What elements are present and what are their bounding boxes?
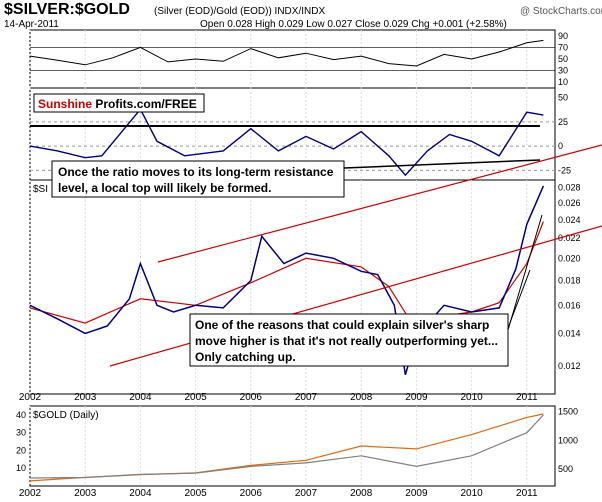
momentum-layer: 50 25 0 -25 [29, 93, 571, 177]
year-tick-label: 2008 [350, 488, 373, 499]
price-tick-label: 0.018 [558, 275, 581, 285]
year-tick-label: 2010 [460, 488, 483, 499]
momentum-tick-label: -25 [558, 165, 571, 175]
rsi-tick-label: 50 [558, 54, 568, 64]
year-tick-label: 2004 [129, 392, 152, 403]
price-tick-label: 0.016 [558, 300, 581, 310]
price-tick-label: 0.026 [558, 198, 581, 208]
year-tick-label: 2003 [74, 392, 97, 403]
ohlc-readout: Open 0.028 High 0.029 Low 0.027 Close 0.… [200, 19, 507, 30]
price-panel-label: $SI [33, 184, 48, 195]
bottom-annotation-line-2: move higher is that it's not really outp… [195, 334, 498, 348]
year-tick-label: 2004 [129, 488, 152, 499]
gold-left-tick-label: 10 [16, 463, 26, 473]
year-tick-label: 2008 [350, 392, 373, 403]
year-tick-label: 2007 [295, 392, 318, 403]
year-tick-label: 2010 [460, 392, 483, 403]
year-tick-label: 2005 [184, 392, 207, 403]
rsi-panel [29, 29, 556, 89]
axis-labels: 2002 2002 2003 2003 2004 2004 2005 2005 2006 2006… [19, 392, 538, 499]
year-tick-label: 2011 [516, 392, 538, 403]
rsi-series-line [29, 39, 544, 67]
price-tick-label: 0.020 [558, 253, 581, 263]
price-tick-label: 0.022 [558, 233, 581, 243]
rsi-tick-label: 90 [558, 31, 568, 41]
year-tick-label: 2009 [405, 392, 428, 403]
gold-right-tick-label: 1000 [558, 435, 578, 445]
rsi-tick-label: 70 [558, 42, 568, 52]
year-tick-label: 2007 [295, 488, 318, 499]
rsi-tick-label: 10 [558, 77, 568, 87]
upper-channel-line [157, 144, 602, 263]
top-annotation-box [51, 160, 345, 198]
watermark-box [33, 93, 205, 113]
bottom-annotation-box [189, 313, 509, 367]
price-tick-label: 0.028 [558, 182, 581, 192]
copyright: @ StockCharts.com [520, 6, 602, 17]
price-layer: 0.028 0.026 0.024 0.022 0.020 0.018 0.016 0.014… [29, 182, 581, 376]
chart-date: 14-Apr-2011 [4, 19, 59, 30]
resistance-connector [343, 159, 541, 169]
price-ratio-line [29, 185, 545, 376]
top-annotation-line-1: Once the ratio moves to its long-term re… [58, 165, 334, 179]
momentum-series-line [29, 108, 544, 177]
gold-left-tick-label: 40 [16, 410, 26, 420]
gold-panel-label: $GOLD (Daily) [33, 410, 99, 421]
year-tick-label: 2003 [74, 488, 97, 499]
symbol-title: $SILVER:$GOLD [4, 1, 130, 18]
bottom-annotation-line-3: Only catching up. [195, 350, 296, 364]
symbol-description: (Silver (EOD)/Gold (EOD)) INDX/INDX [154, 6, 325, 17]
gold-left-tick-label: 30 [16, 428, 26, 438]
top-annotation-line-2: level, a local top will likely be formed… [58, 181, 271, 195]
momentum-tick-label: 0 [558, 141, 563, 151]
gold-panel [29, 405, 556, 487]
gold-left-tick-label: 20 [16, 445, 26, 455]
year-tick-label: 2005 [184, 488, 207, 499]
year-tick-label: 2011 [516, 488, 538, 499]
year-tick-label: 2006 [240, 392, 263, 403]
rsi-tick-label: 30 [558, 66, 568, 76]
price-tick-label: 0.012 [558, 361, 581, 371]
momentum-tick-label: 25 [558, 117, 568, 127]
price-moving-average [29, 221, 544, 332]
year-tick-label: 2009 [405, 488, 428, 499]
price-tick-label: 0.024 [558, 215, 581, 225]
year-tick-label: 2002 [19, 488, 42, 499]
momentum-tick-label: 50 [558, 93, 568, 103]
year-tick-label: 2002 [19, 392, 42, 403]
gold-right-tick-label: 500 [558, 464, 573, 474]
gold-layer: 1500 1000 500 40 30 20 10 [16, 407, 578, 482]
gold-right-tick-label: 1500 [558, 407, 578, 417]
price-tick-label: 0.014 [558, 328, 581, 338]
silver-price-line [29, 414, 544, 479]
bottom-annotation-line-1: One of the reasons that could explain si… [195, 318, 489, 332]
watermark: Sunshine Profits.com/FREE [38, 97, 197, 111]
year-tick-label: 2006 [240, 488, 263, 499]
annotation-pointer-2 [507, 214, 543, 331]
